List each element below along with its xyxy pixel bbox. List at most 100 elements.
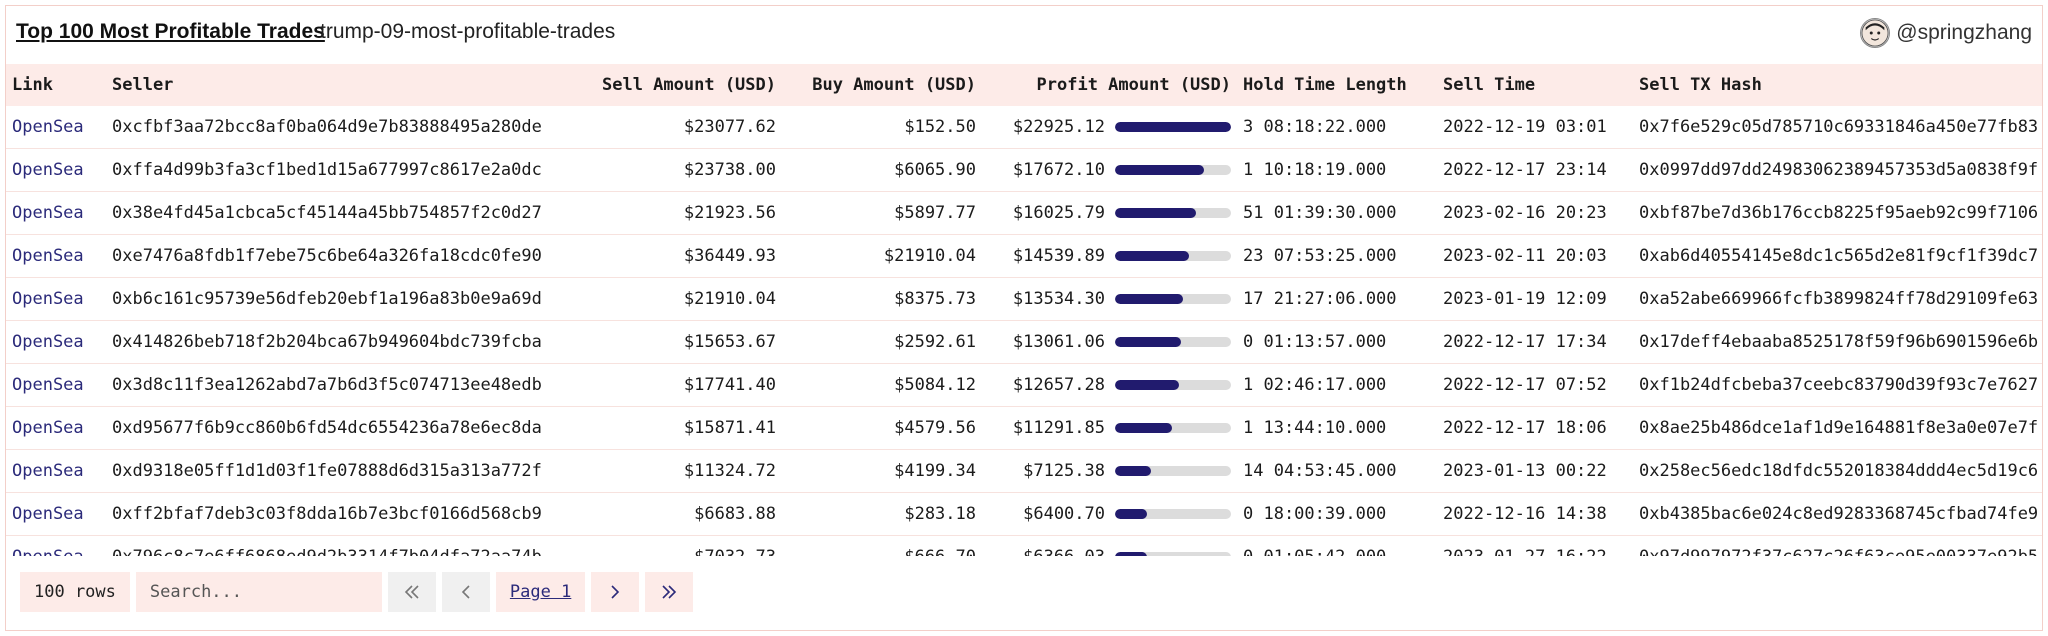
sell-amount-cell: $36449.93 [586, 234, 782, 278]
profit-amount-cell: $12657.28 [982, 363, 1237, 407]
sell-amount-cell: $11324.72 [586, 449, 782, 493]
sell-time-cell: 2022-12-17 17:34 [1437, 320, 1633, 364]
table-row[interactable]: OpenSea 0xd9318e05ff1d1d03f1fe07888d6d315… [6, 449, 2042, 493]
hold-time-cell: 1 10:18:19.000 [1237, 148, 1437, 192]
column-header[interactable]: Sell Time [1443, 75, 1536, 95]
column-header[interactable]: Link [12, 75, 53, 95]
opensea-link[interactable]: OpenSea [12, 332, 84, 352]
page-indicator[interactable]: Page 1 [495, 572, 586, 612]
buy-amount-cell: $2592.61 [782, 320, 982, 364]
opensea-link[interactable]: OpenSea [12, 504, 84, 524]
sell-amount-cell: $23738.00 [586, 148, 782, 192]
column-header[interactable]: Hold Time Length [1243, 75, 1407, 95]
profit-bar-fill [1115, 251, 1189, 261]
link-cell: OpenSea [6, 234, 106, 278]
profit-bar-fill [1115, 380, 1180, 390]
table-row[interactable]: OpenSea 0xb6c161c95739e56dfeb20ebf1a196a8… [6, 277, 2042, 321]
buy-amount-cell: $152.50 [782, 106, 982, 149]
sell-amount-cell: $15871.41 [586, 406, 782, 450]
sell-amount-cell: $7032.73 [586, 535, 782, 556]
profit-amount-cell: $14539.89 [982, 234, 1237, 278]
buy-amount-cell: $8375.73 [782, 277, 982, 321]
profit-bar-fill [1115, 423, 1173, 433]
hold-time-cell: 23 07:53:25.000 [1237, 234, 1437, 278]
user-badge[interactable]: @springzhang [1860, 18, 2032, 48]
link-cell: OpenSea [6, 320, 106, 364]
seller-cell: 0xe7476a8fdb1f7ebe75c6be64a326fa18cdc0fe… [106, 234, 586, 278]
opensea-link[interactable]: OpenSea [12, 160, 84, 180]
table-row[interactable]: OpenSea 0xcfbf3aa72bcc8af0ba064d9e7b83888… [6, 106, 2042, 149]
column-header[interactable]: Sell Amount (USD) [602, 75, 776, 95]
table-row[interactable]: OpenSea 0xffa4d99b3fa3cf1bed1d15a677997c8… [6, 148, 2042, 192]
profit-bar-fill [1115, 466, 1152, 476]
sell-time-cell: 2023-01-19 12:09 [1437, 277, 1633, 321]
opensea-link[interactable]: OpenSea [12, 203, 84, 223]
sell-amount-cell: $15653.67 [586, 320, 782, 364]
link-cell: OpenSea [6, 106, 106, 149]
hold-time-cell: 0 18:00:39.000 [1237, 492, 1437, 536]
double-chevron-left-icon [404, 585, 419, 599]
profit-bar [1115, 509, 1231, 519]
seller-cell: 0xcfbf3aa72bcc8af0ba064d9e7b83888495a280… [106, 106, 586, 149]
sell-amount-cell: $21910.04 [586, 277, 782, 321]
table-row[interactable]: OpenSea 0x414826beb718f2b204bca67b949604b… [6, 320, 2042, 364]
opensea-link[interactable]: OpenSea [12, 289, 84, 309]
first-page-button[interactable] [387, 572, 436, 612]
data-table-container[interactable]: Link Seller Sell Amount (USD) Buy Amount (U… [6, 64, 2042, 556]
profit-amount-cell: $13061.06 [982, 320, 1237, 364]
hold-time-cell: 0 01:05:42.000 [1237, 535, 1437, 556]
link-cell: OpenSea [6, 535, 106, 556]
profit-bar [1115, 552, 1231, 556]
column-header[interactable]: Buy Amount (USD) [812, 75, 976, 95]
table-row[interactable]: OpenSea 0x3d8c11f3ea1262abd7a7b6d3f5c0747… [6, 363, 2042, 407]
buy-amount-cell: $5084.12 [782, 363, 982, 407]
double-chevron-right-icon [662, 585, 677, 599]
profit-amount-cell: $13534.30 [982, 277, 1237, 321]
cell-header: Top 100 Most Profitable Trades trump-09-… [6, 6, 2042, 64]
opensea-link[interactable]: OpenSea [12, 461, 84, 481]
profit-value: $13534.30 [1012, 289, 1105, 309]
page-title[interactable]: Top 100 Most Profitable Trades [16, 20, 325, 43]
buy-amount-cell: $283.18 [782, 492, 982, 536]
profit-bar-fill [1115, 294, 1184, 304]
table-body: OpenSea 0xcfbf3aa72bcc8af0ba064d9e7b83888… [6, 106, 2042, 556]
table-row[interactable]: OpenSea 0xd95677f6b9cc860b6fd54dc6554236a… [6, 406, 2042, 450]
table-row[interactable]: OpenSea 0x796c8c7e6ff6868ed9d2b3314f7b04d… [6, 535, 2042, 556]
tx-hash-cell: 0x7f6e529c05d785710c69331846a450e77fb83 [1633, 106, 2042, 149]
last-page-button[interactable] [645, 572, 694, 612]
profit-bar-fill [1115, 552, 1148, 556]
opensea-link[interactable]: OpenSea [12, 375, 84, 395]
next-page-button[interactable] [591, 572, 640, 612]
opensea-link[interactable]: OpenSea [12, 547, 84, 556]
buy-amount-cell: $4579.56 [782, 406, 982, 450]
prev-page-button[interactable] [441, 572, 490, 612]
tx-hash-cell: 0x8ae25b486dce1af1d9e164881f8e3a0e07e7f [1633, 406, 2042, 450]
opensea-link[interactable]: OpenSea [12, 418, 84, 438]
tx-hash-cell: 0xf1b24dfcbeba37ceebc83790d39f93c7e7627 [1633, 363, 2042, 407]
table-row[interactable]: OpenSea 0xe7476a8fdb1f7ebe75c6be64a326fa1… [6, 234, 2042, 278]
profit-value: $6400.70 [1023, 504, 1105, 524]
column-header[interactable]: Profit Amount (USD) [1036, 75, 1231, 95]
table-row[interactable]: OpenSea 0x38e4fd45a1cbca5cf45144a45bb7548… [6, 191, 2042, 235]
sell-time-cell: 2022-12-17 23:14 [1437, 148, 1633, 192]
profit-bar-fill [1115, 122, 1231, 132]
column-header[interactable]: Seller [112, 75, 174, 95]
opensea-link[interactable]: OpenSea [12, 117, 84, 137]
profit-bar-fill [1115, 509, 1148, 519]
profit-value: $13061.06 [1012, 332, 1105, 352]
chevron-left-icon [461, 585, 470, 599]
tx-hash-cell: 0xab6d40554145e8dc1c565d2e81f9cf1f39dc7 [1633, 234, 2042, 278]
tx-hash-cell: 0x17deff4ebaaba8525178f59f96b6901596e6b [1633, 320, 2042, 364]
profit-bar-fill [1115, 165, 1205, 175]
sell-time-cell: 2022-12-17 07:52 [1437, 363, 1633, 407]
seller-cell: 0x414826beb718f2b204bca67b949604bdc739fc… [106, 320, 586, 364]
profit-value: $17672.10 [1012, 160, 1105, 180]
opensea-link[interactable]: OpenSea [12, 246, 84, 266]
profit-amount-cell: $17672.10 [982, 148, 1237, 192]
profit-amount-cell: $6400.70 [982, 492, 1237, 536]
table-row[interactable]: OpenSea 0xff2bfaf7deb3c03f8dda16b7e3bcf01… [6, 492, 2042, 536]
search-input[interactable] [135, 572, 382, 612]
profit-value: $6366.03 [1005, 547, 1105, 556]
buy-amount-cell: $6065.90 [782, 148, 982, 192]
column-header[interactable]: Sell TX Hash [1639, 75, 1762, 95]
